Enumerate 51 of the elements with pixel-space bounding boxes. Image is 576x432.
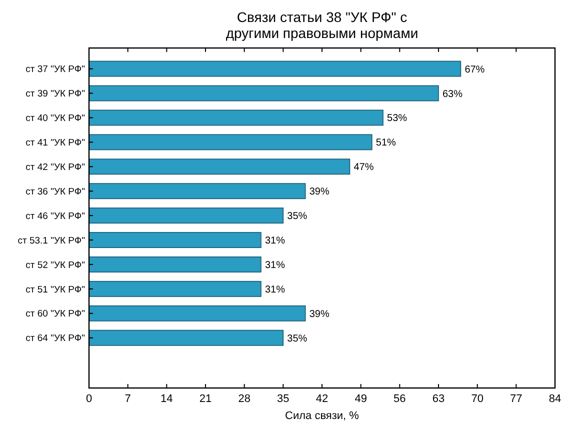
x-tick-label: 70 — [471, 393, 484, 405]
x-tick-label: 21 — [199, 393, 212, 405]
bar — [88, 256, 262, 272]
data-label: 35% — [287, 211, 308, 222]
data-label: 53% — [387, 113, 408, 124]
bar — [88, 134, 372, 150]
x-tick-label: 63 — [432, 393, 445, 405]
bar — [88, 232, 262, 248]
x-tick-label: 84 — [548, 393, 562, 405]
data-label: 47% — [354, 162, 374, 174]
data-label: 39% — [309, 186, 330, 198]
y-tick-label: ст 36 "УК РФ" — [26, 186, 85, 198]
x-tick-label: 56 — [394, 393, 406, 405]
data-label: 31% — [264, 260, 286, 271]
x-tick-label: 14 — [160, 393, 173, 405]
x-tick-label: 28 — [238, 393, 250, 405]
bar — [88, 60, 462, 77]
x-tick-label: 49 — [354, 393, 367, 405]
x-tick-label: 77 — [510, 393, 522, 405]
data-label: 31% — [264, 236, 286, 247]
data-label: 31% — [264, 284, 286, 296]
data-label: 35% — [287, 333, 308, 344]
y-tick-label: ст 52 "УК РФ" — [26, 260, 85, 271]
chart-title: Связи статьи 38 "УК РФ" с другими правовыми нормами — [226, 9, 418, 41]
bar — [88, 158, 350, 175]
bar — [88, 280, 262, 297]
data-label: 39% — [309, 308, 330, 320]
y-tick-label: ст 39 "УК РФ" — [26, 88, 85, 100]
y-tick-label: ст 64 "УК РФ" — [26, 333, 85, 344]
x-tick-label: 0 — [86, 393, 92, 405]
bar — [88, 183, 306, 200]
x-tick-label: 42 — [316, 393, 328, 405]
data-label: 51% — [376, 138, 396, 149]
y-tick-label: ст 37 "УК РФ" — [26, 64, 85, 76]
y-tick-label: ст 42 "УК РФ" — [26, 162, 85, 173]
y-tick-label: ст 46 "УК РФ" — [26, 210, 85, 222]
bar — [88, 85, 439, 102]
x-tick-label: 35 — [277, 393, 290, 405]
bar — [88, 305, 306, 322]
y-tick-label: ст 51 "УК РФ" — [26, 284, 85, 296]
x-axis-title: Сила связи, % — [285, 410, 360, 422]
y-tick-label: ст 60 "УК РФ" — [26, 308, 85, 320]
y-tick-label: ст 41 "УК РФ" — [26, 138, 85, 148]
bar — [88, 330, 284, 346]
y-tick-label: ст 53.1 "УК РФ" — [18, 235, 85, 246]
data-label: 63% — [442, 88, 463, 100]
y-tick-label: ст 40 "УК РФ" — [26, 113, 85, 124]
bar — [88, 208, 284, 224]
x-tick-label: 7 — [124, 393, 131, 405]
data-label: 67% — [464, 64, 485, 76]
bar — [88, 110, 384, 126]
